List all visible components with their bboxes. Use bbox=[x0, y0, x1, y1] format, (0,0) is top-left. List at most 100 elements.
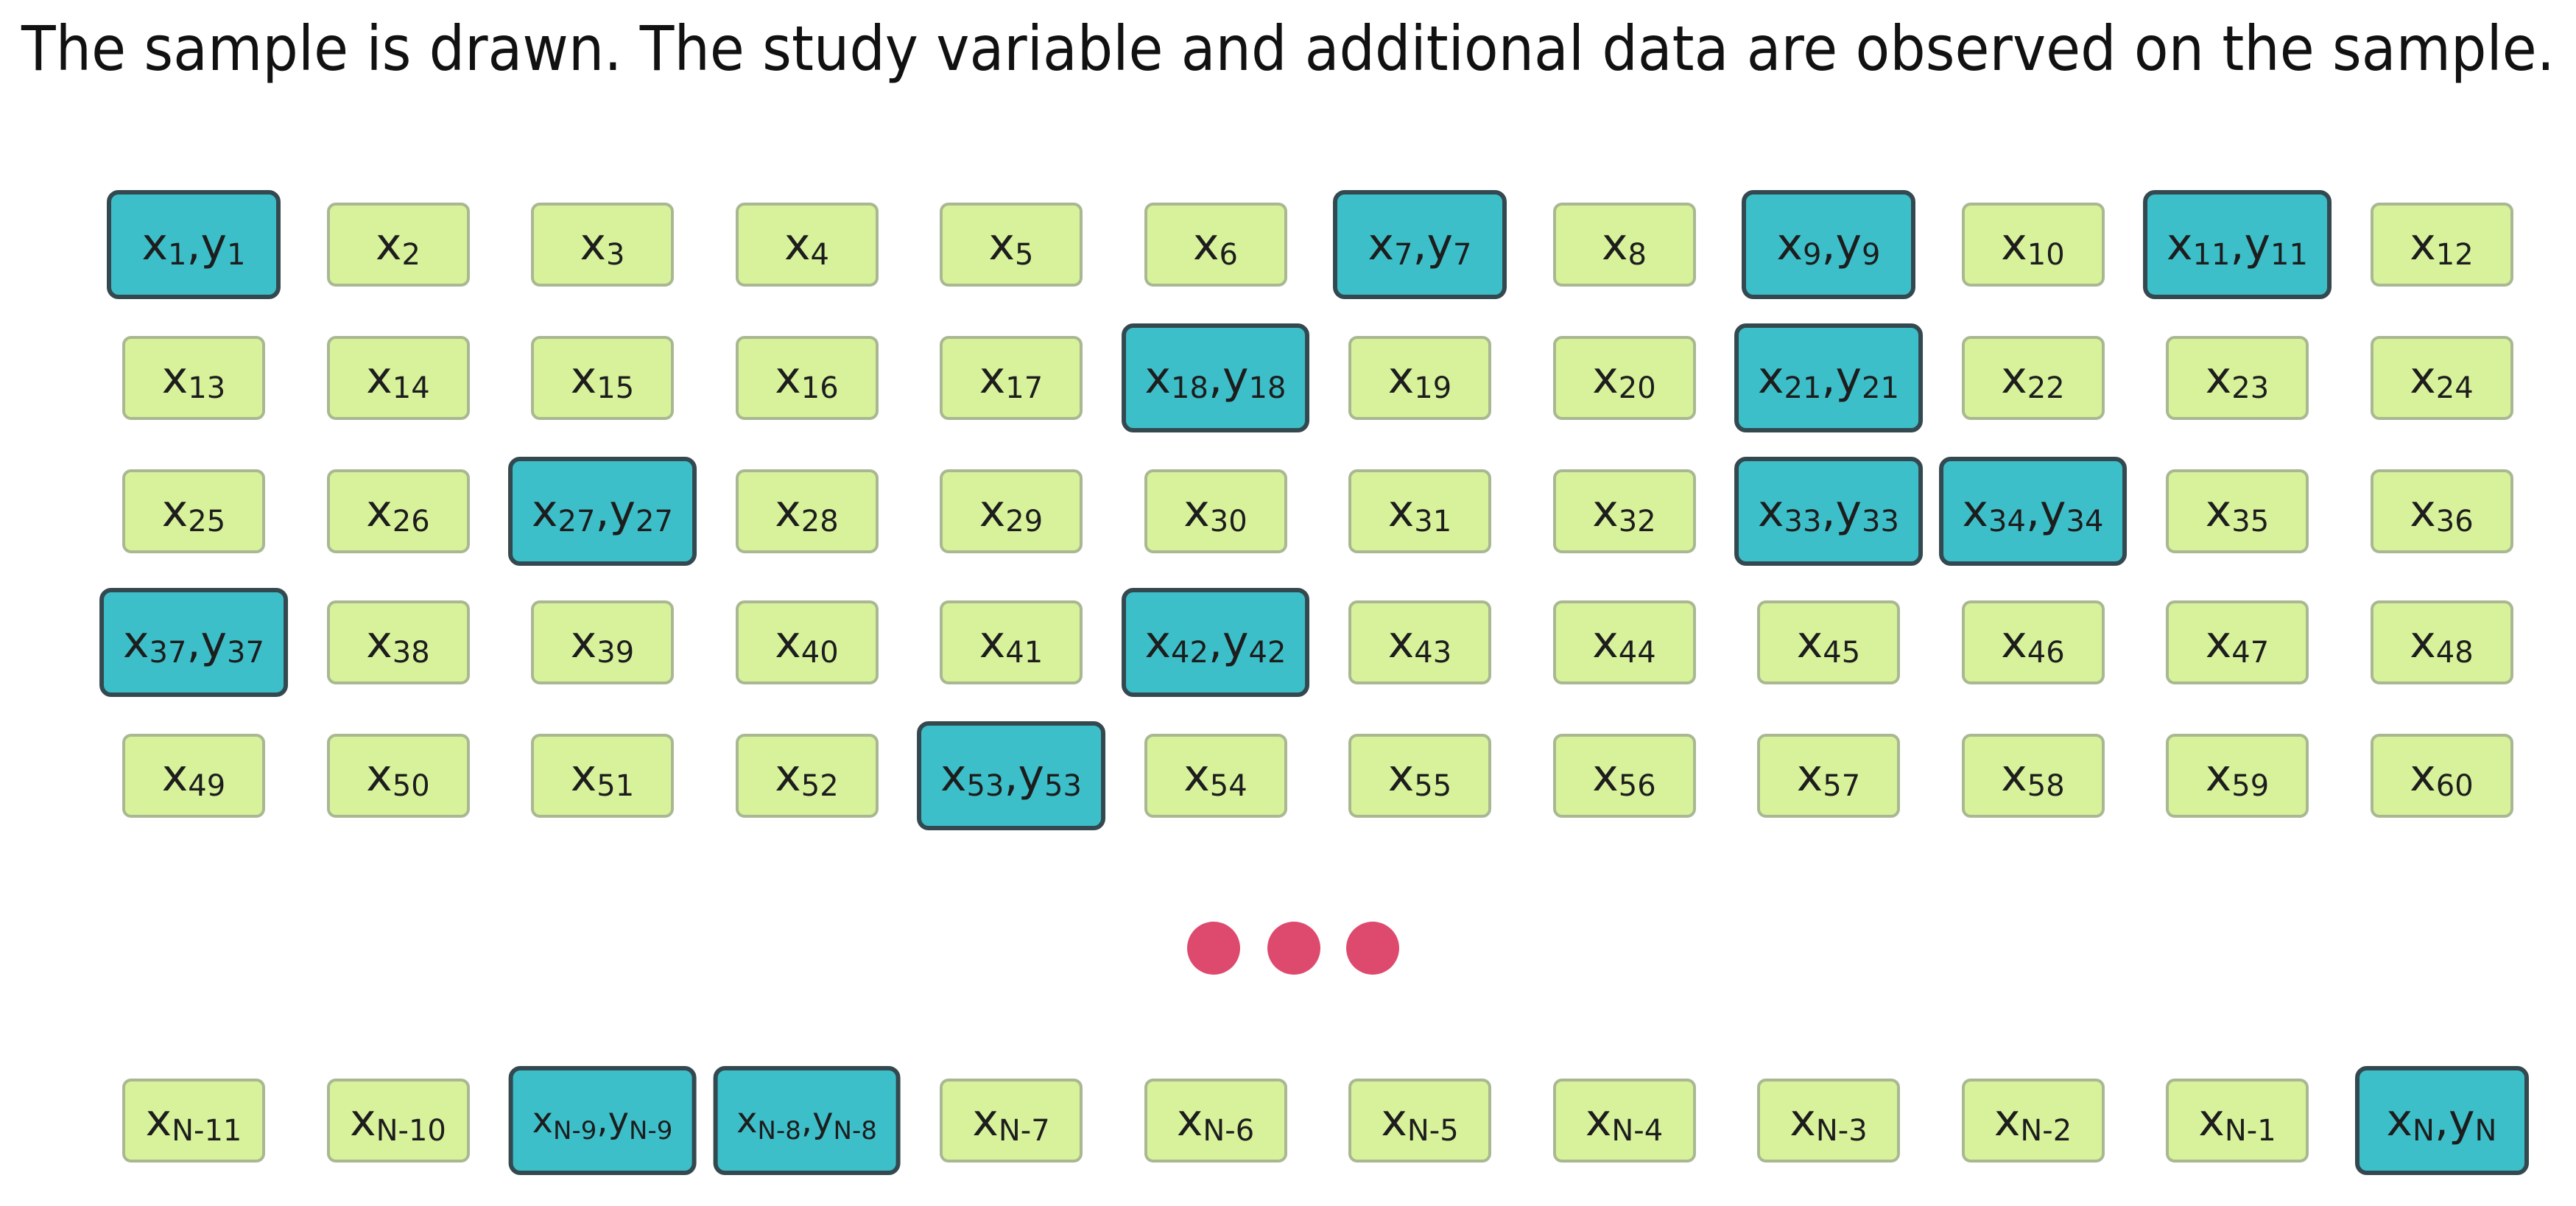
population-unit: x 25 bbox=[122, 469, 265, 553]
subscript: 29 bbox=[1005, 505, 1044, 539]
subscript: 51 bbox=[597, 769, 635, 803]
variable: x bbox=[580, 219, 607, 270]
population-unit: x 10 bbox=[1961, 203, 2105, 287]
subscript: 60 bbox=[2435, 769, 2474, 803]
population-unit: x 35 bbox=[2166, 469, 2309, 553]
variable: x bbox=[2001, 617, 2027, 668]
subscript: 27 bbox=[636, 505, 673, 539]
variable: ,y bbox=[1821, 485, 1862, 537]
variable: x bbox=[1387, 352, 1415, 404]
variable: x bbox=[366, 750, 393, 802]
variable: x bbox=[2410, 219, 2436, 270]
subscript: N-11 bbox=[172, 1114, 242, 1148]
subscript: 8 bbox=[1627, 238, 1647, 272]
population-unit: x 51 bbox=[531, 734, 674, 818]
subscript: 37 bbox=[227, 636, 264, 670]
population-unit: x N-10 bbox=[326, 1079, 470, 1163]
subscript: 52 bbox=[800, 769, 839, 803]
subscript: 35 bbox=[2231, 505, 2270, 539]
subscript: N-7 bbox=[998, 1114, 1050, 1148]
variable: x bbox=[2410, 485, 2436, 537]
sampled-unit: x 53 ,y 53 bbox=[917, 721, 1105, 830]
population-unit: x 46 bbox=[1961, 600, 2105, 684]
subscript: 33 bbox=[1784, 505, 1822, 539]
subscript: 30 bbox=[1209, 505, 1247, 539]
subscript: 5 bbox=[1015, 238, 1034, 272]
subscript: 34 bbox=[2066, 505, 2104, 539]
variable: ,y bbox=[1208, 352, 1249, 404]
subscript: 56 bbox=[1618, 769, 1656, 803]
variable: x bbox=[145, 1095, 172, 1146]
variable: x bbox=[161, 352, 189, 404]
subscript: N bbox=[2413, 1114, 2435, 1148]
variable: x bbox=[979, 617, 1006, 668]
variable: x bbox=[1387, 750, 1415, 802]
variable: x bbox=[366, 485, 393, 537]
variable: x bbox=[2410, 352, 2436, 404]
subscript: 34 bbox=[1988, 505, 2026, 539]
population-unit: x N-6 bbox=[1144, 1079, 1287, 1163]
population-unit: x 22 bbox=[1961, 336, 2105, 420]
variable: x bbox=[1368, 219, 1394, 270]
population-unit: x 50 bbox=[326, 734, 470, 818]
variable: ,y bbox=[1821, 219, 1862, 270]
variable: x bbox=[1193, 219, 1220, 270]
variable: x bbox=[532, 485, 558, 537]
subscript: 21 bbox=[1784, 371, 1822, 405]
subscript: 21 bbox=[1862, 371, 1899, 405]
variable: ,y bbox=[595, 485, 636, 537]
variable: x bbox=[141, 219, 168, 270]
subscript: N-10 bbox=[376, 1114, 446, 1148]
subscript: 11 bbox=[2192, 238, 2231, 272]
variable: x bbox=[2205, 485, 2232, 537]
variable: x bbox=[2205, 750, 2232, 802]
subscript: 3 bbox=[606, 238, 625, 272]
subscript: 39 bbox=[597, 636, 635, 670]
variable: x bbox=[350, 1095, 376, 1146]
population-unit: x N-11 bbox=[122, 1079, 265, 1163]
variable: x bbox=[1776, 219, 1803, 270]
variable: x bbox=[570, 352, 597, 404]
variable: x bbox=[1387, 617, 1415, 668]
variable: x bbox=[736, 1100, 758, 1141]
subscript: 49 bbox=[188, 769, 226, 803]
variable: x bbox=[784, 219, 811, 270]
population-unit: x 55 bbox=[1348, 734, 1491, 818]
population-unit: x 44 bbox=[1552, 600, 1696, 684]
sampled-unit: x 37 ,y 37 bbox=[99, 588, 288, 697]
sampled-unit: x 11 ,y 11 bbox=[2143, 190, 2332, 299]
variable: x bbox=[979, 352, 1006, 404]
variable: x bbox=[1592, 485, 1619, 537]
population-unit: x 20 bbox=[1552, 336, 1696, 420]
subscript: 36 bbox=[2435, 505, 2474, 539]
subscript: 57 bbox=[1823, 769, 1861, 803]
subscript: 15 bbox=[597, 371, 635, 405]
sampled-unit: x N ,y N bbox=[2354, 1066, 2529, 1175]
population-unit: x 28 bbox=[735, 469, 879, 553]
sampled-unit: x 42 ,y 42 bbox=[1121, 588, 1310, 697]
variable: x bbox=[1144, 352, 1172, 404]
variable: x bbox=[1592, 617, 1619, 668]
population-unit: x 26 bbox=[326, 469, 470, 553]
population-unit: x 38 bbox=[326, 600, 470, 684]
variable: x bbox=[376, 219, 402, 270]
variable: x bbox=[532, 1100, 554, 1141]
subscript: 27 bbox=[557, 505, 596, 539]
subscript: 55 bbox=[1414, 769, 1452, 803]
population-unit: x 54 bbox=[1144, 734, 1287, 818]
variable: ,y bbox=[186, 219, 228, 270]
variable: x bbox=[940, 750, 967, 802]
variable: x bbox=[1796, 750, 1823, 802]
subscript: 12 bbox=[2435, 238, 2474, 272]
subscript: 18 bbox=[1171, 371, 1208, 405]
population-unit: x 23 bbox=[2166, 336, 2309, 420]
subscript: 9 bbox=[1803, 238, 1822, 272]
population-unit: x 14 bbox=[326, 336, 470, 420]
variable: x bbox=[1592, 750, 1619, 802]
dot bbox=[1346, 922, 1399, 975]
subscript: 20 bbox=[1618, 371, 1656, 405]
variable: x bbox=[979, 485, 1006, 537]
